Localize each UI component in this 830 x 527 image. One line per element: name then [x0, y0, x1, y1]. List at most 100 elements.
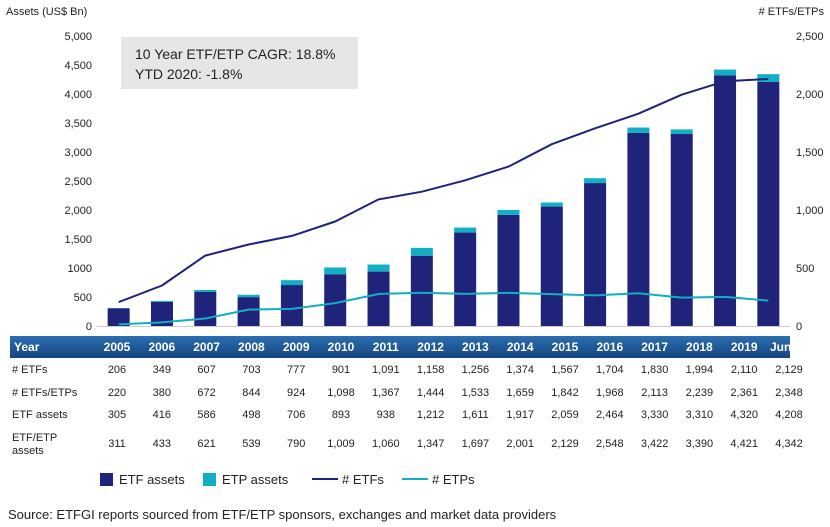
legend-swatch-etp-assets — [203, 473, 216, 486]
table-cell: 1,842 — [551, 387, 579, 399]
table-cell: 1,533 — [461, 387, 490, 399]
bar-etf-assets — [714, 75, 737, 326]
table-cell: 1,444 — [416, 387, 445, 399]
table-cell: 305 — [107, 409, 127, 421]
table-header-year: 2017 — [641, 340, 668, 354]
bar-etf-assets — [194, 292, 217, 326]
table-cell: 1,212 — [416, 409, 445, 421]
table-cell: 311 — [108, 438, 126, 450]
bar-etf-assets — [584, 183, 607, 326]
table-row-label: # ETFs/ETPs — [12, 387, 78, 399]
chart-canvas: 0 500 1000 1,500 2,000 2,500 3,000 3,500 4,000 4,… — [64, 31, 824, 333]
table-row-label-line: ETF/ETP — [12, 432, 58, 444]
table-header-year: 2016 — [596, 340, 624, 354]
table-cell: 1,994 — [685, 364, 714, 376]
table-cell: 539 — [242, 438, 261, 450]
bar-etp-assets — [454, 227, 477, 233]
bar-etp-assets — [540, 202, 563, 207]
y-left-tick-label: 500 — [74, 292, 92, 304]
y-left-axis-title: Assets (US$ Bn) — [6, 6, 88, 18]
bar-etp-assets — [714, 69, 737, 76]
y-left-tick-label: 2,500 — [64, 176, 92, 188]
table-row-label-line: assets — [12, 445, 44, 457]
table-cell: 2,113 — [641, 387, 668, 399]
table-cell: 1,704 — [596, 364, 624, 376]
cagr-ten-year: 10 Year ETF/ETP CAGR: 18.8% — [135, 46, 336, 62]
table-header-year: 2012 — [417, 340, 444, 354]
table-cell: 672 — [197, 387, 216, 399]
table-header-year: 2013 — [462, 340, 489, 354]
bar-etf-assets — [280, 285, 303, 326]
bar-etp-assets — [497, 209, 520, 215]
y-right-axis-title: # ETFs/ETPs — [758, 6, 824, 18]
bar-etf-assets — [670, 134, 693, 326]
table-header-year: Jun 20 — [769, 340, 808, 354]
table-cell: 901 — [331, 364, 351, 376]
table-cell: 4,208 — [775, 409, 803, 421]
table-header-year-label: Year — [14, 340, 40, 354]
legend-item-n-etps: # ETPs — [402, 472, 475, 487]
table-cell: 1,256 — [461, 364, 490, 376]
source-note: Source: ETFGI reports sourced from ETF/E… — [8, 507, 557, 522]
y-right-tick-label: 1,000 — [796, 205, 824, 217]
table-cell: 1,060 — [372, 438, 400, 450]
table-cell: 2,239 — [685, 387, 714, 399]
bar-etp-assets — [367, 264, 390, 272]
bar-etf-assets — [627, 132, 650, 326]
table-cell: 1,968 — [596, 387, 624, 399]
table-header-year: 2005 — [103, 340, 131, 354]
table-cell: 1,697 — [461, 438, 490, 450]
table-cell: 844 — [242, 387, 261, 399]
y-left-tick-label: 2,000 — [64, 205, 92, 217]
y-right-tick-label: 2,500 — [796, 31, 824, 43]
bar-etp-assets — [670, 129, 693, 135]
table-cell: 1,091 — [372, 364, 400, 376]
bar-etp-assets — [324, 267, 347, 275]
table-cell: 2,001 — [506, 438, 534, 450]
bar-etp-assets — [757, 74, 780, 82]
table-header-year: 2014 — [506, 340, 534, 354]
legend-swatch-etf-assets — [100, 473, 113, 486]
y-left-tick-label: 1000 — [68, 263, 92, 275]
table-header-year: 2007 — [193, 340, 220, 354]
legend-label-n-etps: # ETPs — [432, 472, 475, 487]
table-cell: 2,110 — [730, 364, 758, 376]
table-header-year: 2009 — [282, 340, 310, 354]
table-cell: 1,917 — [506, 409, 534, 421]
bar-etp-assets — [150, 300, 173, 302]
table-cell: 2,548 — [596, 438, 624, 450]
y-left-tick-label: 5,000 — [64, 31, 92, 43]
table-cell: 1,659 — [506, 387, 534, 399]
bar-etf-assets — [367, 271, 390, 326]
legend-line-n-etps — [402, 478, 428, 480]
table-header-year: 2019 — [730, 340, 758, 354]
y-left-tick-label: 1,500 — [64, 234, 92, 246]
cagr-annotation-box: 10 Year ETF/ETP CAGR: 18.8% YTD 2020: -1… — [121, 37, 358, 89]
bar-etf-assets — [454, 232, 477, 326]
legend-label-etf-assets: ETF assets — [119, 472, 185, 487]
bar-etp-assets — [237, 294, 260, 298]
y-right-tick-label: 500 — [796, 263, 814, 275]
table-cell: 790 — [287, 438, 306, 450]
table-cell: 1,098 — [327, 387, 355, 399]
table-cell: 706 — [287, 409, 306, 421]
y-left-tick-label: 4,000 — [64, 89, 92, 101]
table-cell: 3,310 — [685, 409, 714, 421]
table-cell: 3,422 — [640, 438, 669, 450]
bar-etf-assets — [237, 297, 260, 326]
table-cell: 924 — [287, 387, 306, 399]
legend-line-n-etfs — [312, 478, 338, 480]
table-header-year: 2011 — [372, 340, 399, 354]
table-cell: 1,611 — [462, 409, 489, 421]
table-cell: 433 — [152, 438, 171, 450]
table-cell: 1,347 — [416, 438, 445, 450]
table-row-label: ETF/ETP assets — [12, 432, 57, 458]
bar-etf-assets — [497, 214, 520, 326]
bar-etf-assets — [150, 301, 173, 326]
table-cell: 621 — [197, 438, 216, 450]
table-cell: 3,390 — [685, 438, 714, 450]
bar-etp-assets — [194, 289, 217, 293]
bar-etp-assets — [584, 178, 607, 184]
bar-etf-assets — [410, 255, 433, 326]
table-cell: 2,129 — [775, 364, 803, 376]
